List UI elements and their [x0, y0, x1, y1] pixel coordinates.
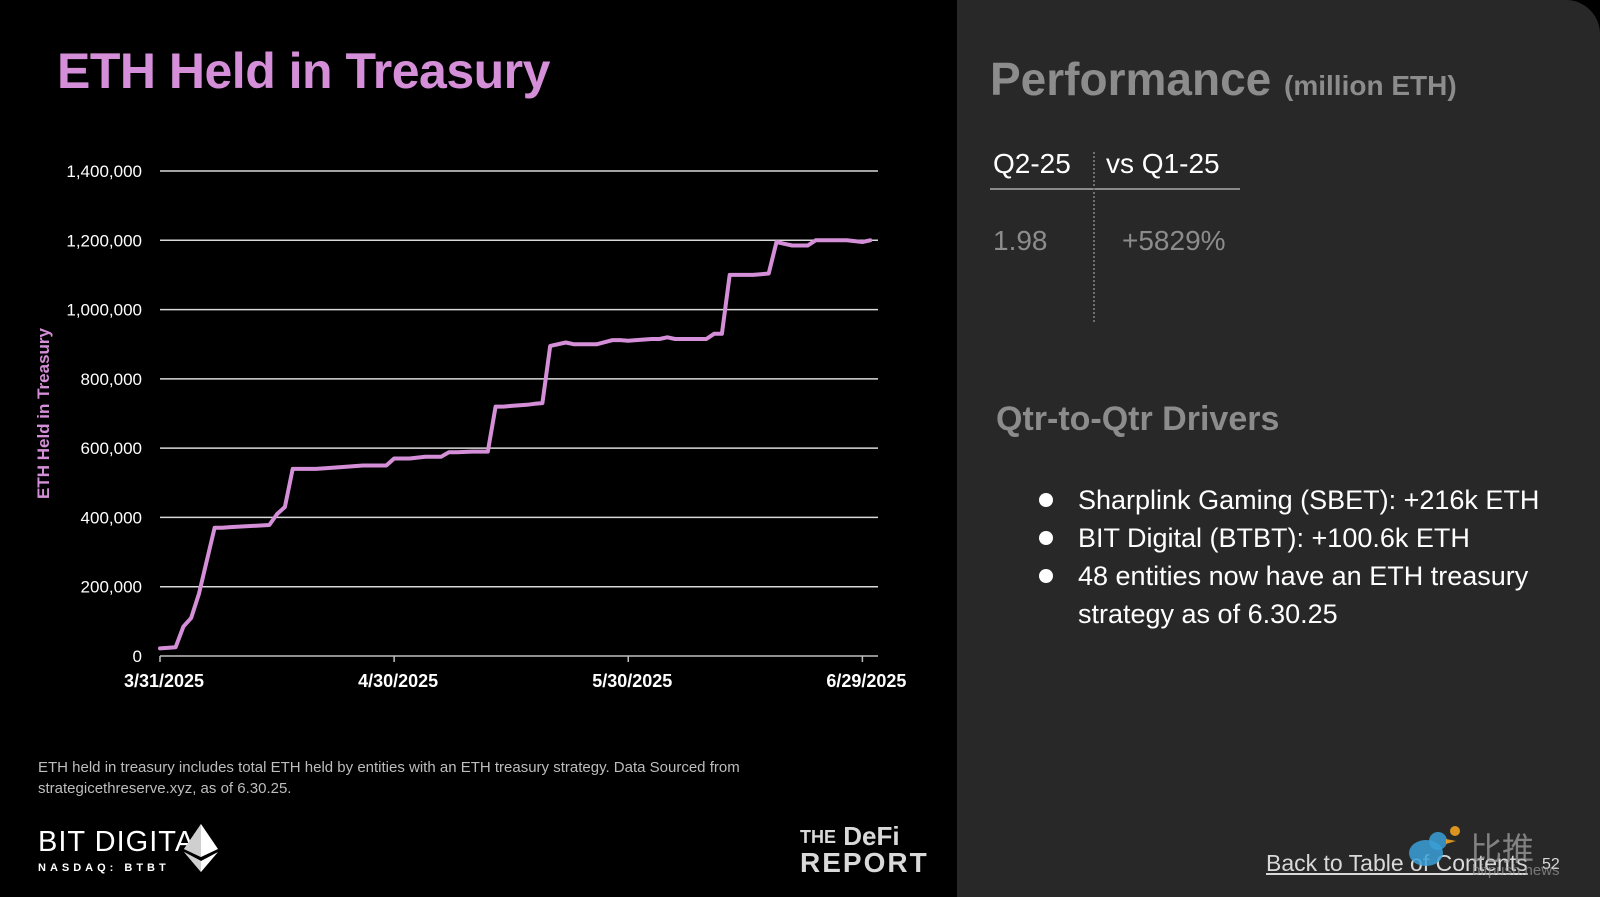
y-tick-label: 400,000: [81, 508, 142, 527]
defi-logo-the: THE: [800, 827, 836, 847]
y-tick-label: 800,000: [81, 370, 142, 389]
list-item: BIT Digital (BTBT): +100.6k ETH: [1030, 519, 1598, 557]
back-to-contents-link[interactable]: Back to Table of Contents: [1266, 850, 1528, 876]
table-column-divider: [1093, 152, 1095, 322]
list-item: Sharplink Gaming (SBET): +216k ETH: [1030, 481, 1598, 519]
table-value-q2: 1.98: [993, 225, 1048, 256]
x-tick-label: 5/30/2025: [592, 671, 672, 691]
y-tick-label: 1,200,000: [66, 231, 142, 250]
defi-report-logo: THE DeFi REPORT: [800, 821, 929, 878]
bullet-icon: [1039, 531, 1053, 545]
y-tick-label: 0: [133, 647, 142, 666]
performance-title-text: Performance: [990, 53, 1272, 105]
table-header-q2: Q2-25: [993, 148, 1071, 179]
list-item: 48 entities now have an ETH treasury str…: [1030, 557, 1598, 633]
x-tick-label: 4/30/2025: [358, 671, 438, 691]
nasdaq-ticker: NASDAQ: BTBT: [38, 862, 170, 874]
chart-panel: ETH Held in Treasury 0 200,000 400,000 600,…: [34, 43, 929, 878]
y-tick-label: 600,000: [81, 439, 142, 458]
defi-logo-name: DeFi: [843, 821, 900, 851]
chart-title: ETH Held in Treasury: [57, 43, 550, 99]
chart-footnote: ETH held in treasury includes total ETH …: [38, 757, 858, 799]
y-tick-label: 200,000: [81, 578, 142, 597]
performance-title: Performance (million ETH): [990, 52, 1457, 106]
driver-text: BIT Digital (BTBT): +100.6k ETH: [1078, 523, 1470, 553]
table-header-divider: [990, 188, 1240, 190]
y-tick-label: 1,000,000: [66, 301, 142, 320]
performance-unit: (million ETH): [1284, 70, 1457, 101]
y-tick-label: 1,400,000: [66, 162, 142, 181]
drivers-title: Qtr-to-Qtr Drivers: [996, 400, 1280, 438]
footnote-line-2: strategicethreserve.xyz, as of 6.30.25.: [38, 780, 292, 797]
bird-icon: [1409, 826, 1460, 866]
driver-text: 48 entities now have an ETH treasury str…: [1078, 561, 1529, 629]
x-tick-label: 3/31/2025: [124, 671, 204, 691]
drivers-list: Sharplink Gaming (SBET): +216k ETH BIT D…: [1030, 481, 1598, 633]
watermark-url: bitpush.news: [1472, 862, 1560, 879]
watermark-text: 比推: [1470, 831, 1535, 867]
footnote-line-1: ETH held in treasury includes total ETH …: [38, 759, 740, 776]
performance-panel: [957, 0, 1600, 897]
defi-logo-report: REPORT: [800, 847, 929, 878]
bullet-icon: [1039, 493, 1053, 507]
page-number: 52: [1542, 856, 1560, 873]
ethereum-icon: [184, 824, 218, 872]
bit-digital-logo: BIT DIGITAL NASDAQ: BTBT: [38, 826, 212, 874]
bit-digital-wordmark: BIT DIGITAL: [38, 826, 213, 858]
bullet-icon: [1039, 569, 1053, 583]
eth-treasury-line-chart: 0 200,000 400,000 600,000 800,000 1,000,000 1,…: [34, 162, 906, 691]
driver-text: Sharplink Gaming (SBET): +216k ETH: [1078, 485, 1540, 515]
table-header-vs-q1: vs Q1-25: [1106, 148, 1220, 179]
x-tick-label: 6/29/2025: [826, 671, 906, 691]
table-value-change: +5829%: [1122, 225, 1226, 256]
y-axis-label: ETH Held in Treasury: [34, 327, 53, 499]
